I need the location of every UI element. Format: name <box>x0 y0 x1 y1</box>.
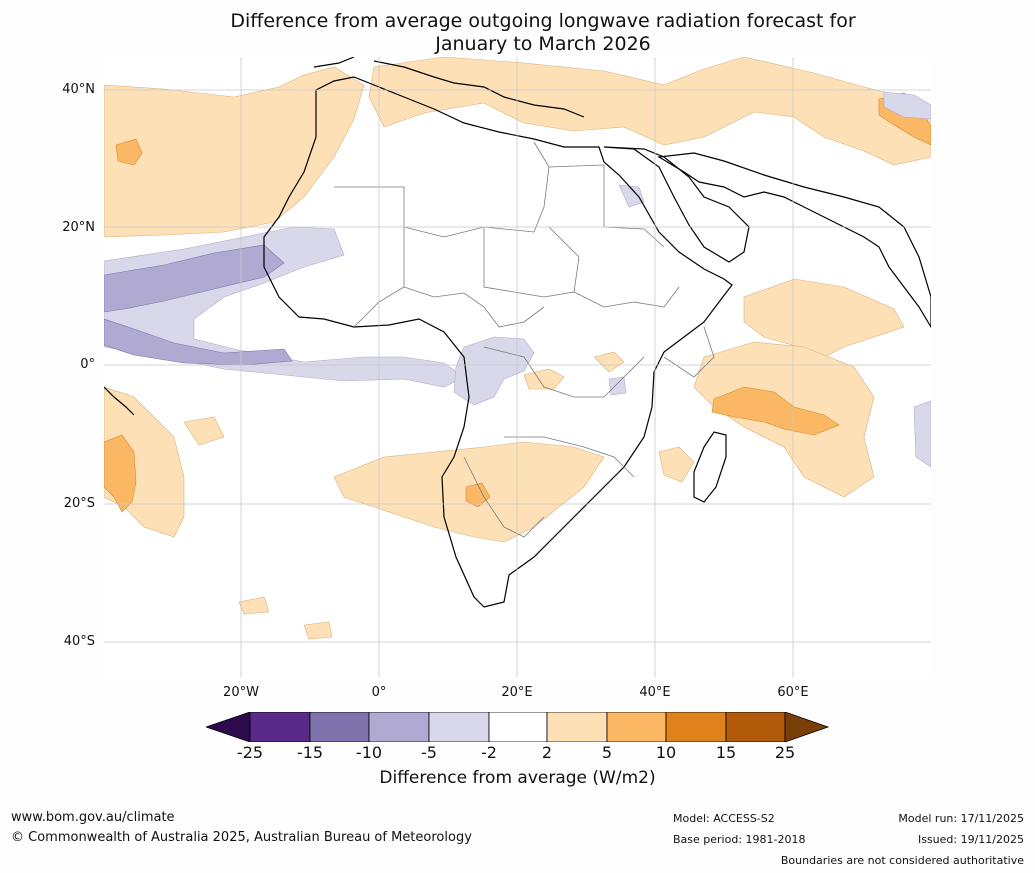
colorbar-bin-7 <box>606 712 667 742</box>
copyright-text: © Commonwealth of Australia 2025, Austra… <box>11 830 472 845</box>
colorbar-tick: 5 <box>601 743 613 762</box>
base-period: Base period: 1981-2018 <box>673 833 806 846</box>
lon-label-20w: 20°W <box>223 685 259 700</box>
colorbar-extend-low <box>206 712 251 742</box>
colorbar-tick: 2 <box>541 743 553 762</box>
map-title: Difference from average outgoing longwav… <box>130 10 956 56</box>
colorbar-tick: -25 <box>236 743 264 762</box>
graticule <box>104 57 931 677</box>
colorbar-tick: -10 <box>355 743 383 762</box>
lon-label-20e: 20°E <box>501 685 533 700</box>
lon-label-40e: 40°E <box>639 685 671 700</box>
colorbar-tick: 10 <box>655 743 677 762</box>
colorbar-bin-2 <box>309 712 370 742</box>
colorbar-extend-high <box>784 712 830 742</box>
title-line-2: January to March 2026 <box>435 33 651 55</box>
boundaries-disclaimer: Boundaries are not considered authoritat… <box>780 854 1024 867</box>
anomaly-map <box>104 57 931 677</box>
colorbar <box>206 712 830 742</box>
positive-anomaly-medium <box>104 92 931 513</box>
lat-label-20s: 20°S <box>63 496 95 511</box>
lon-label-60e: 60°E <box>777 685 809 700</box>
lat-label-20n: 20°N <box>62 220 95 235</box>
lat-label-40n: 40°N <box>62 82 95 97</box>
colorbar-tick: -5 <box>421 743 437 762</box>
colorbar-tick: -2 <box>481 743 497 762</box>
model-run-date: Model run: 17/11/2025 <box>898 812 1024 825</box>
colorbar-bin-6 <box>546 712 608 742</box>
colorbar-bin-9 <box>725 712 786 742</box>
colorbar-tick: -15 <box>296 743 324 762</box>
model-name: Model: ACCESS-S2 <box>673 812 775 825</box>
colorbar-bin-4 <box>428 712 490 742</box>
website-link[interactable]: www.bom.gov.au/climate <box>11 810 175 825</box>
lat-label-equator: 0° <box>80 357 95 372</box>
issued-date: Issued: 19/11/2025 <box>917 833 1024 846</box>
colorbar-tick: 15 <box>715 743 737 762</box>
colorbar-bin-8 <box>665 712 727 742</box>
colorbar-bin-3 <box>368 712 430 742</box>
coastlines <box>104 57 931 608</box>
colorbar-tick: 25 <box>774 743 796 762</box>
title-line-1: Difference from average outgoing longwav… <box>230 10 856 32</box>
lat-label-40s: 40°S <box>63 634 95 649</box>
negative-anomaly-medium <box>104 244 293 366</box>
lon-label-0: 0° <box>371 685 387 700</box>
colorbar-label: Difference from average (W/m2) <box>379 768 656 788</box>
colorbar-bin-5 <box>488 712 548 742</box>
colorbar-bin-1 <box>249 712 311 742</box>
